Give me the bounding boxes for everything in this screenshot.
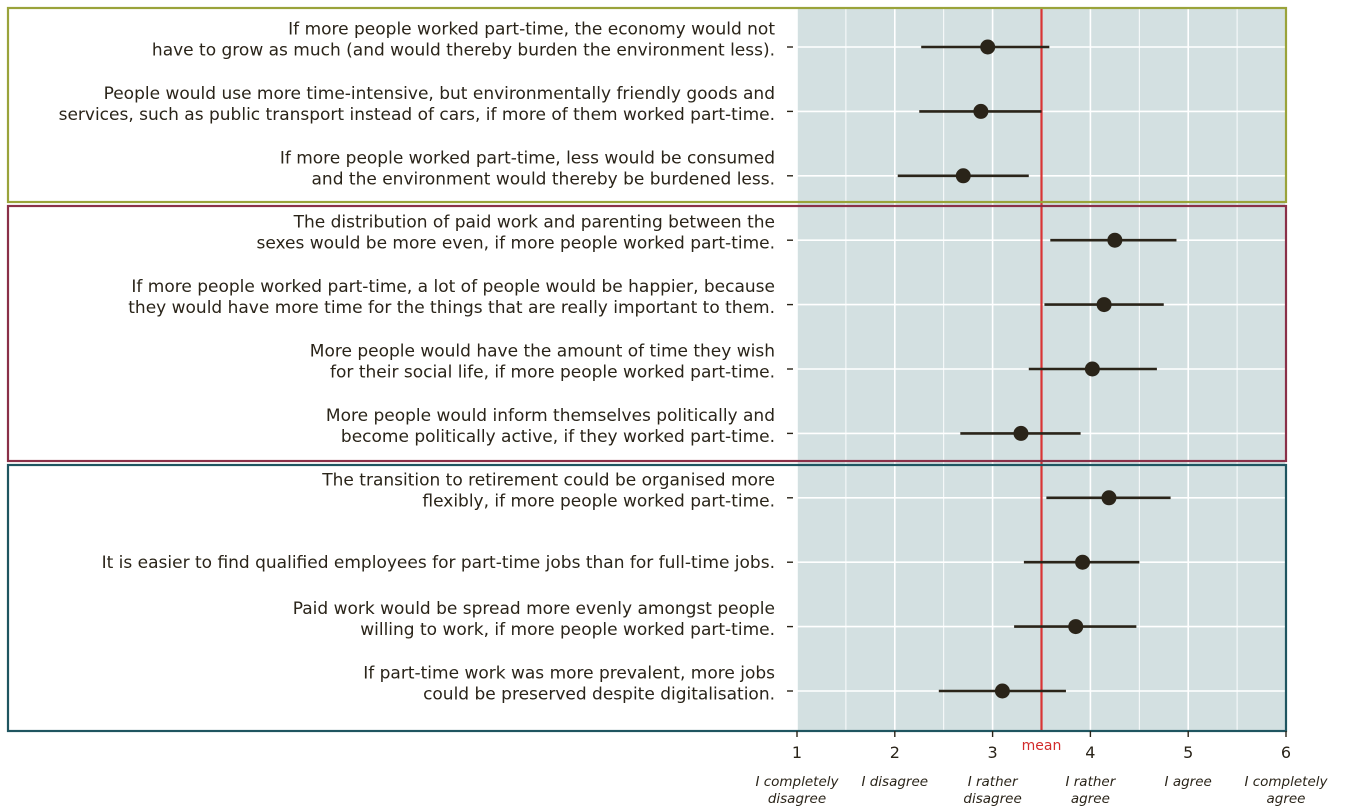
data-marks	[897, 39, 1177, 699]
scale-label: agree	[1266, 791, 1305, 807]
item-label: If part-time work was more prevalent, mo…	[363, 664, 775, 684]
group-frame	[6, 463, 1288, 733]
mean-point	[1107, 232, 1123, 248]
item-label: Paid work would be spread more evenly am…	[293, 599, 775, 619]
item-label: If more people worked part-time, a lot o…	[131, 277, 775, 297]
scale-label: disagree	[963, 791, 1021, 807]
item-label: The transition to retirement could be or…	[321, 470, 775, 490]
item-label: If more people worked part-time, the eco…	[288, 20, 775, 40]
mean-point	[1084, 361, 1100, 377]
item-label: for their social life, if more people wo…	[330, 363, 775, 383]
item-label: sexes would be more even, if more people…	[257, 234, 776, 254]
scale-label: I completely	[755, 774, 839, 790]
x-tick-label: 2	[890, 743, 900, 762]
group-frame	[6, 6, 1288, 204]
mean-point	[973, 103, 989, 119]
scale-label: I rather	[968, 774, 1019, 790]
x-tick-label: 5	[1183, 743, 1193, 762]
item-label: become politically active, if they worke…	[341, 427, 775, 447]
x-tick-label: 1	[792, 743, 802, 762]
item-label: More people would inform themselves poli…	[326, 406, 775, 426]
item-label: they would have more time for the things…	[128, 298, 775, 318]
item-label: flexibly, if more people worked part-tim…	[422, 491, 775, 511]
scale-label: I agree	[1165, 774, 1212, 790]
mean-point	[1101, 490, 1117, 506]
item-label: services, such as public transport inste…	[59, 105, 775, 125]
scale-label: disagree	[768, 791, 826, 807]
item-label: It is easier to find qualified employees…	[102, 553, 775, 573]
scale-label: I rather	[1065, 774, 1116, 790]
item-label: People would use more time-intensive, bu…	[104, 84, 775, 104]
mean-point	[994, 683, 1010, 699]
item-label: If more people worked part-time, less wo…	[280, 148, 775, 168]
mean-point	[955, 168, 971, 184]
item-label: The distribution of paid work and parent…	[293, 213, 775, 233]
mean-point	[980, 39, 996, 55]
scale-label: I completely	[1244, 774, 1328, 790]
x-tick-label: 3	[988, 743, 998, 762]
item-label: More people would have the amount of tim…	[310, 342, 775, 362]
group-frames	[6, 6, 1288, 733]
mean-point	[1096, 297, 1112, 313]
item-labels: If more people worked part-time, the eco…	[59, 20, 793, 705]
scale-label: agree	[1071, 791, 1110, 807]
item-label: have to grow as much (and would thereby …	[152, 41, 775, 61]
x-tick-label: 4	[1085, 743, 1095, 762]
mean-point	[1075, 554, 1091, 570]
mean-label: mean	[1022, 738, 1062, 754]
item-label: willing to work, if more people worked p…	[360, 620, 775, 640]
x-tick-label: 6	[1281, 743, 1291, 762]
mean-point	[1068, 619, 1084, 635]
item-label: could be preserved despite digitalisatio…	[423, 685, 775, 705]
mean-point	[1013, 425, 1029, 441]
scale-label: I disagree	[861, 774, 928, 790]
group-frame	[6, 204, 1288, 463]
item-label: and the environment would thereby be bur…	[312, 169, 775, 189]
